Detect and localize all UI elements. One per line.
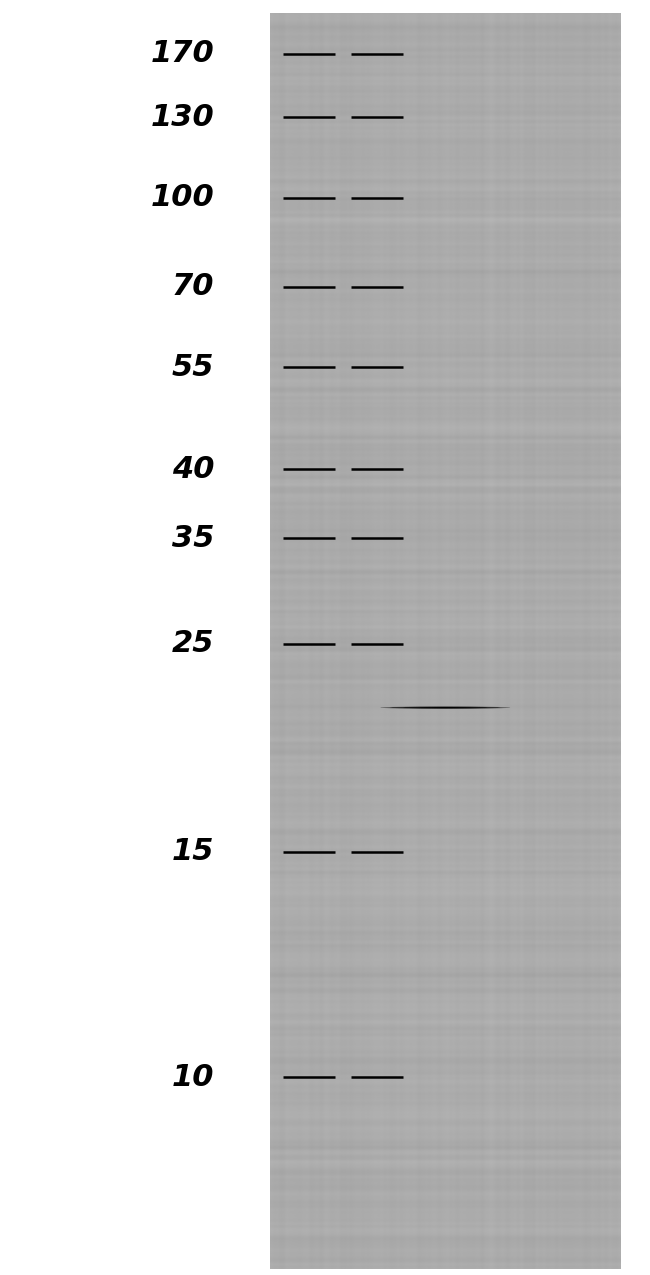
Text: 40: 40 bbox=[172, 455, 214, 483]
Ellipse shape bbox=[390, 706, 500, 709]
Text: 25: 25 bbox=[172, 630, 214, 658]
Text: 70: 70 bbox=[172, 273, 214, 301]
Text: 35: 35 bbox=[172, 524, 214, 552]
Text: 10: 10 bbox=[172, 1063, 214, 1091]
Text: 55: 55 bbox=[172, 353, 214, 381]
Ellipse shape bbox=[403, 706, 488, 709]
Ellipse shape bbox=[380, 706, 510, 709]
Text: 100: 100 bbox=[151, 184, 214, 212]
Text: 15: 15 bbox=[172, 838, 214, 866]
Text: 130: 130 bbox=[151, 103, 214, 131]
Text: 170: 170 bbox=[151, 40, 214, 68]
